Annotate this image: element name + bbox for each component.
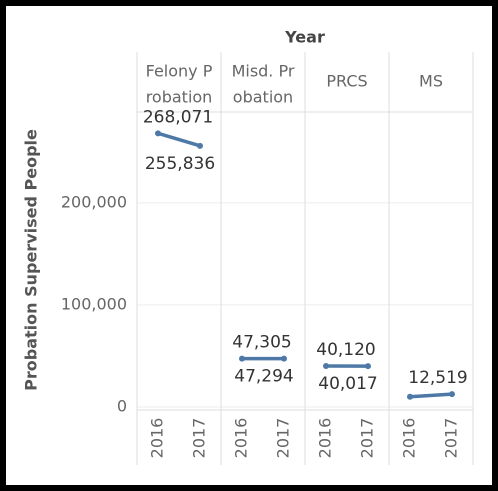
x-tick-label: 2017	[190, 418, 209, 459]
point	[239, 355, 245, 362]
panel-header: robation	[146, 88, 213, 107]
x-tick-label: 2016	[148, 418, 167, 459]
y-tick-label: 0	[117, 396, 127, 415]
panel-header: Felony P	[146, 62, 213, 81]
line	[409, 392, 453, 399]
y-tick-label: 100,000	[61, 294, 127, 313]
panel-header: MS	[419, 72, 443, 91]
point	[323, 362, 329, 369]
line	[157, 131, 201, 148]
x-tick-label: 2016	[400, 418, 419, 459]
data-label: 40,017	[318, 374, 377, 394]
x-tick-label: 2017	[274, 418, 293, 459]
point	[449, 391, 455, 398]
data-label: 255,836	[145, 154, 215, 174]
point	[281, 355, 287, 362]
x-tick-label: 2016	[316, 418, 335, 459]
panel-header: obation	[233, 88, 293, 107]
x-tick-label: 2017	[442, 418, 461, 459]
point	[407, 393, 413, 400]
y-tick-label: 200,000	[61, 192, 127, 211]
data-label: 12,519	[408, 368, 467, 388]
x-tick-label: 2016	[232, 418, 251, 459]
y-axis-title: Probation Supervised People	[22, 129, 41, 391]
point	[155, 130, 161, 137]
chart-title: Year	[284, 28, 325, 47]
point	[365, 363, 371, 370]
data-label: 47,305	[232, 333, 291, 353]
panel-header: Misd. Pr	[232, 62, 295, 81]
data-label: 268,071	[143, 107, 213, 127]
x-tick-label: 2017	[358, 418, 377, 459]
panel-header: PRCS	[326, 72, 367, 91]
data-label: 40,120	[316, 340, 375, 360]
point	[197, 142, 203, 149]
data-label: 47,294	[234, 367, 293, 387]
